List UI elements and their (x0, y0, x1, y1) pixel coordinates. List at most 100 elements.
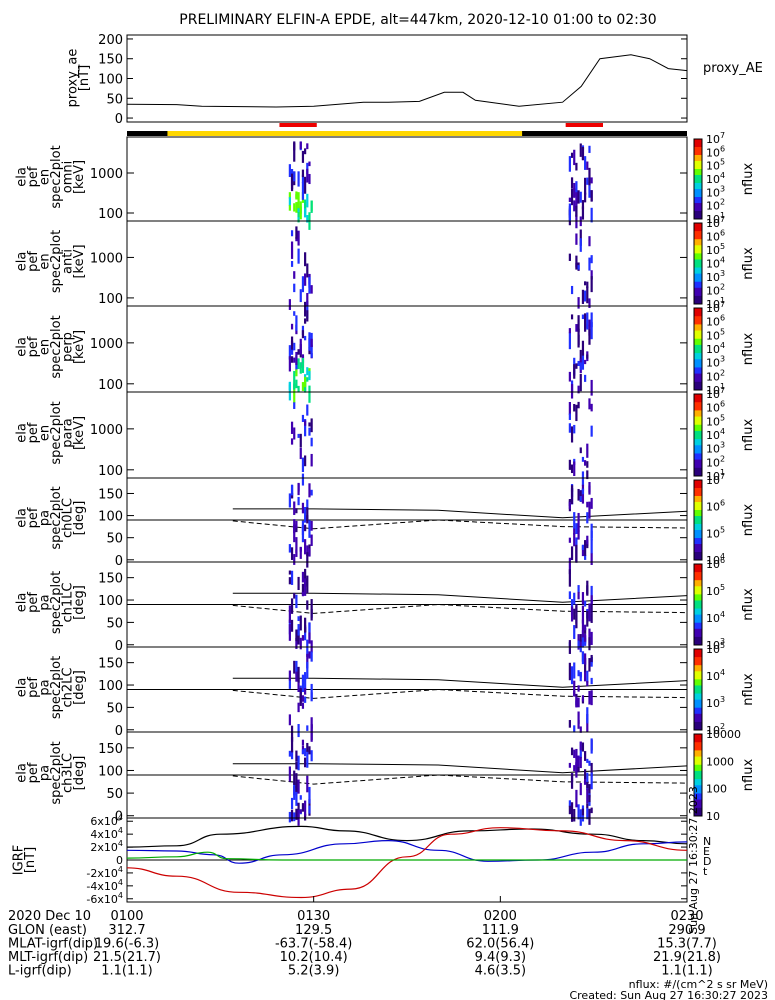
spectrogram-pixel (310, 717, 313, 729)
colorbar-segment (694, 259, 702, 262)
spectrogram-pixel (570, 464, 574, 474)
colorbar-segment (694, 793, 702, 796)
spectrogram-pixel (301, 276, 305, 293)
loss-cone-line (232, 774, 688, 785)
colorbar-segment (694, 263, 702, 267)
spectrogram-pixel (590, 379, 593, 396)
science-zone-1 (279, 123, 317, 127)
spectrogram-pixel (575, 544, 578, 561)
colorbar-segment (694, 163, 702, 166)
spectrogram-pixel (577, 297, 580, 309)
colorbar-label: nflux (741, 247, 756, 280)
spectrogram-pixel (290, 336, 294, 352)
y-tick-label: 100 (98, 594, 123, 609)
footer-time-tick: 0130 (297, 909, 330, 924)
spectrogram-pixel (308, 632, 311, 644)
colorbar-segment (694, 494, 702, 497)
spectrogram-pixel (301, 473, 305, 486)
footer-row-label: MLT-igrf(dip) (8, 950, 88, 965)
colorbar-segment (694, 532, 702, 535)
colorbar-segment (694, 642, 702, 646)
spectrogram-pixel (590, 270, 593, 280)
colorbar-segment (694, 402, 702, 405)
colorbar-tick-label: 101 (706, 211, 725, 226)
colorbar-frame (693, 307, 703, 391)
colorbar-segment (694, 665, 702, 668)
colorbar-segment (694, 524, 702, 527)
y-tick-label: 100 (98, 207, 123, 222)
spectrogram-pixel (590, 613, 593, 623)
spectrogram-pixel (588, 180, 591, 198)
spectrogram-pixel (577, 315, 580, 333)
footer-date: 2020 Dec 10 (8, 909, 91, 924)
colorbar-segment (694, 600, 702, 603)
y-tick-label: 50 (106, 532, 123, 547)
spectrogram-pixel (586, 281, 589, 289)
y-tick-label: 150 (98, 742, 123, 757)
colorbar-segment (694, 578, 702, 581)
spectrogram-pixel (568, 253, 571, 261)
spectrogram-pixel (588, 398, 591, 410)
spectrogram-pixel (304, 617, 307, 633)
spectrogram-pixel (575, 324, 578, 332)
colorbar-tick-label: 106 (706, 400, 725, 415)
colorbar-segment (694, 439, 702, 442)
spectrogram-pixel (293, 141, 296, 150)
spectrogram-pixel (581, 630, 585, 648)
colorbar-segment (694, 426, 702, 430)
colorbar-segment (694, 211, 702, 214)
footer-row-value: 5.2(3.9) (288, 964, 340, 979)
spectrogram-pixel (306, 775, 309, 793)
spectrogram-pixel (293, 203, 296, 212)
colorbar-segment (694, 777, 702, 780)
spectrogram-pixel (568, 402, 571, 415)
y-tick-label: 100 (98, 292, 123, 307)
colorbar-segment (694, 594, 702, 597)
spectrogram-pixel (304, 376, 307, 388)
spectrogram-frame (126, 220, 688, 307)
colorbar-tick-label: 101 (706, 382, 725, 397)
spectrogram-pixel (581, 695, 585, 702)
colorbar-segment (694, 295, 702, 299)
spectrogram-pixel (579, 373, 582, 392)
spectrogram-pixel (310, 200, 313, 213)
spectrogram-pixel (306, 499, 309, 511)
spectrogram-pixel (288, 493, 291, 508)
footer-row-value: 15.3(7.7) (657, 937, 717, 952)
spectrogram-pixel (304, 688, 307, 695)
spectrogram-pixel (304, 672, 307, 681)
spectrogram-pixel (584, 192, 587, 203)
anti-loss-cone-line (232, 677, 688, 688)
spectrogram-pixel (308, 161, 311, 167)
spectrogram-pixel (581, 314, 585, 320)
colorbar-segment (694, 626, 702, 630)
colorbar-segment (694, 191, 702, 194)
spectrogram-pixel (290, 598, 294, 614)
colorbar-segment (694, 768, 702, 772)
spectrogram-pixel (568, 557, 571, 575)
colorbar-segment (694, 813, 702, 817)
spectrogram-pixel (306, 367, 309, 376)
spectrogram-pixel (308, 651, 311, 659)
colorbar-segment (694, 247, 702, 250)
spectrogram-pixel (570, 747, 574, 756)
colorbar-segment (694, 267, 702, 271)
colorbar-segment (694, 496, 702, 499)
spectrogram-pixel (570, 666, 574, 685)
spectrogram-pixel (590, 190, 593, 202)
spectrogram-pixel (568, 662, 571, 681)
colorbar-segment (694, 223, 702, 226)
spectrogram-pixel (306, 404, 309, 416)
colorbar-tick-label: 103 (706, 184, 725, 199)
spectrogram-pixel (308, 276, 311, 294)
colorbar-segment (694, 766, 702, 770)
spectrogram-pixel (586, 758, 589, 763)
y-tick-label: 0 (115, 724, 123, 739)
colorbar-segment (694, 287, 702, 291)
spectrogram-pixel (590, 255, 593, 264)
y-axis-label: elapefenspec2plotperp[keV] (14, 315, 87, 378)
spectrogram-pixel (301, 382, 305, 391)
spectrogram-pixel (293, 383, 296, 390)
spectrogram-pixel (290, 797, 294, 810)
spectrogram-pixel (299, 687, 302, 704)
